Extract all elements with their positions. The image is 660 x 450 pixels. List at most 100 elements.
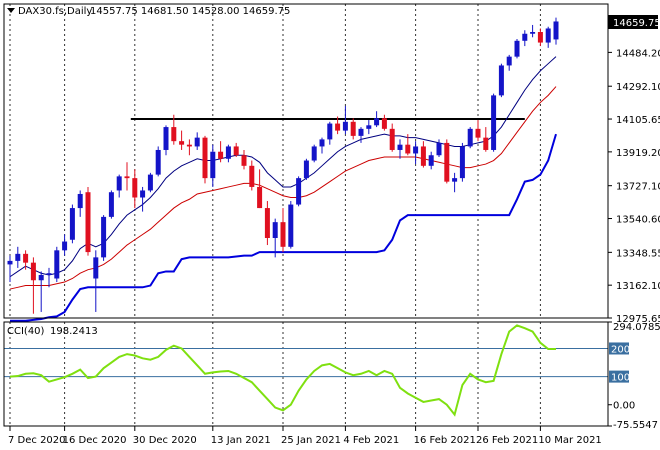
candle-body bbox=[202, 137, 208, 179]
candle-body bbox=[85, 192, 91, 253]
candle-body bbox=[335, 123, 341, 131]
candle-body bbox=[428, 155, 434, 166]
cci-series-line bbox=[9, 324, 556, 417]
time-label: 16 Feb 2021 bbox=[414, 435, 476, 446]
candle-body bbox=[452, 178, 458, 182]
candle-body bbox=[319, 139, 325, 147]
candle-body bbox=[358, 128, 364, 136]
candle-body bbox=[327, 123, 333, 140]
candle-body bbox=[381, 118, 387, 129]
candle-body bbox=[218, 151, 224, 159]
candle-body bbox=[498, 65, 504, 96]
cci-axis: 294.0785 200 100 0.00 -75.5547 bbox=[608, 321, 660, 431]
candle-body bbox=[420, 146, 426, 166]
candle-body bbox=[23, 253, 29, 263]
candle-body bbox=[444, 142, 450, 182]
cci-panel: 294.0785 200 100 0.00 -75.5547 CCI(40) 198.2… bbox=[3, 321, 660, 431]
price-panel-frame bbox=[3, 3, 609, 319]
cci-grid bbox=[9, 322, 541, 426]
candle-body bbox=[147, 174, 153, 191]
candle-body bbox=[537, 31, 543, 43]
cci-tick-label: -75.5547 bbox=[613, 420, 658, 431]
price-tick-label: 13727.10 bbox=[616, 182, 660, 193]
price-tick-label: 13540.60 bbox=[616, 215, 660, 226]
candle-body bbox=[389, 128, 395, 150]
price-tick-label: 14484.20 bbox=[616, 48, 660, 59]
candle-body bbox=[264, 208, 270, 239]
candle-body bbox=[272, 222, 278, 239]
candle-body bbox=[303, 160, 309, 179]
candle-body bbox=[296, 178, 302, 205]
candle-body bbox=[405, 144, 411, 154]
candle-body bbox=[163, 127, 169, 150]
candle-body bbox=[342, 121, 348, 131]
candle-body bbox=[38, 274, 44, 281]
candle-body bbox=[46, 273, 52, 275]
candle-body bbox=[155, 149, 161, 175]
candle-body bbox=[467, 128, 473, 147]
cci-level-marker bbox=[609, 342, 629, 355]
cci-level-label: 200 bbox=[611, 344, 630, 355]
candle-body bbox=[459, 146, 465, 179]
candle-body bbox=[179, 141, 185, 145]
time-label: 10 Mar 2021 bbox=[538, 435, 601, 446]
candle-body bbox=[514, 40, 520, 57]
time-label: 4 Feb 2021 bbox=[343, 435, 399, 446]
candle-body bbox=[311, 146, 317, 161]
time-label: 26 Feb 2021 bbox=[476, 435, 538, 446]
collapse-triangle-icon[interactable] bbox=[7, 8, 15, 13]
cci-tick-label: 0.00 bbox=[613, 401, 635, 412]
candle-body bbox=[108, 192, 114, 217]
candle-body bbox=[436, 142, 442, 156]
candle-body bbox=[62, 241, 68, 251]
price-panel: 12975.65 13162.10 13348.55 13540.60 13727.10… bbox=[3, 3, 660, 325]
cci-level-label: 100 bbox=[611, 373, 630, 384]
candle-body bbox=[101, 216, 107, 258]
cci-value-label: 198.2413 bbox=[50, 326, 98, 337]
cci-levels bbox=[4, 347, 608, 378]
candle-body bbox=[397, 144, 403, 150]
candle-body bbox=[475, 128, 481, 138]
candle-body bbox=[124, 176, 130, 179]
candle-body bbox=[491, 95, 497, 150]
moving-average-slow bbox=[9, 86, 557, 290]
candle-body bbox=[54, 250, 60, 279]
price-axis: 12975.65 13162.10 13348.55 13540.60 13727.10… bbox=[608, 48, 660, 325]
candle-body bbox=[506, 56, 512, 66]
cci-level-marker bbox=[609, 370, 629, 383]
price-tick-label: 13162.10 bbox=[616, 281, 660, 292]
candle-body bbox=[374, 118, 380, 126]
candle-body bbox=[132, 178, 138, 198]
candle-body bbox=[194, 137, 200, 147]
candle-body bbox=[366, 125, 372, 129]
candle-body bbox=[7, 260, 13, 265]
candle-body bbox=[257, 186, 263, 209]
candle-body bbox=[140, 190, 146, 198]
candle-body bbox=[93, 257, 99, 279]
price-tick-label: 13919.20 bbox=[616, 148, 660, 159]
cci-name-label: CCI(40) bbox=[7, 326, 45, 337]
candle-body bbox=[241, 155, 247, 166]
price-tick-label: 14292.10 bbox=[616, 82, 660, 93]
price-tick-label: 14105.65 bbox=[616, 115, 660, 126]
moving-average-fast bbox=[9, 56, 557, 278]
candle-body bbox=[350, 121, 356, 136]
candle-body bbox=[545, 28, 551, 43]
candle-body bbox=[171, 127, 177, 142]
time-label: 16 Dec 2020 bbox=[63, 435, 127, 446]
time-label: 30 Dec 2020 bbox=[133, 435, 197, 446]
cci-panel-frame bbox=[3, 321, 609, 427]
candle-body bbox=[225, 146, 231, 159]
candle-body bbox=[280, 222, 286, 247]
ohlc-readout: 14557.75 14681.50 14528.00 14659.75 bbox=[90, 6, 290, 17]
candle-body bbox=[288, 204, 294, 247]
current-price-marker: 14659.75 bbox=[608, 15, 660, 29]
candle-body bbox=[77, 193, 83, 209]
candle-body bbox=[553, 21, 559, 40]
cci-tick-label: 294.0785 bbox=[613, 322, 660, 333]
symbol-label: DAX30.fs,Daily bbox=[18, 6, 92, 17]
candle-body bbox=[233, 146, 239, 156]
time-label: 13 Jan 2021 bbox=[211, 435, 271, 446]
candle-body bbox=[249, 165, 255, 187]
